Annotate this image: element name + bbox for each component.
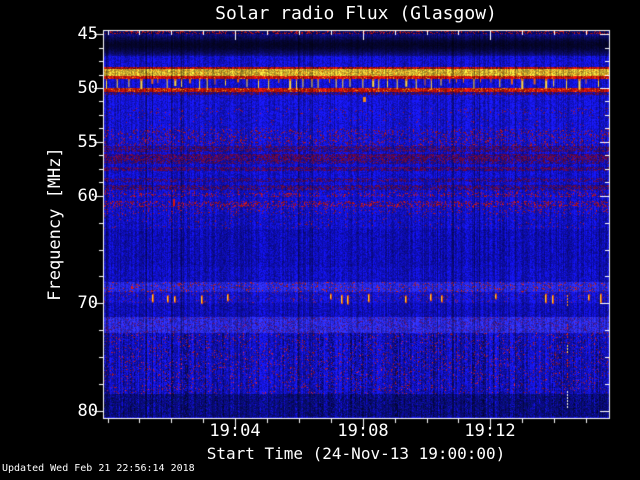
x-tick-label: 19:12: [464, 421, 516, 441]
chart-title: Solar radio Flux (Glasgow): [215, 3, 497, 24]
x-axis-title: Start Time (24-Nov-13 19:00:00): [206, 444, 506, 463]
updated-timestamp: Updated Wed Feb 21 22:56:14 2018: [2, 463, 195, 474]
x-tick-label: 19:04: [209, 421, 261, 441]
y-tick-label: 60: [77, 186, 98, 206]
y-tick-label: 50: [77, 78, 98, 98]
y-tick-label: 80: [77, 401, 98, 421]
y-axis-title: Frequency [MHz]: [45, 147, 65, 301]
y-tick-label: 55: [77, 132, 98, 152]
y-tick-label: 70: [77, 293, 98, 313]
x-tick-label: 19:08: [337, 421, 389, 441]
y-tick-label: 45: [77, 24, 98, 44]
